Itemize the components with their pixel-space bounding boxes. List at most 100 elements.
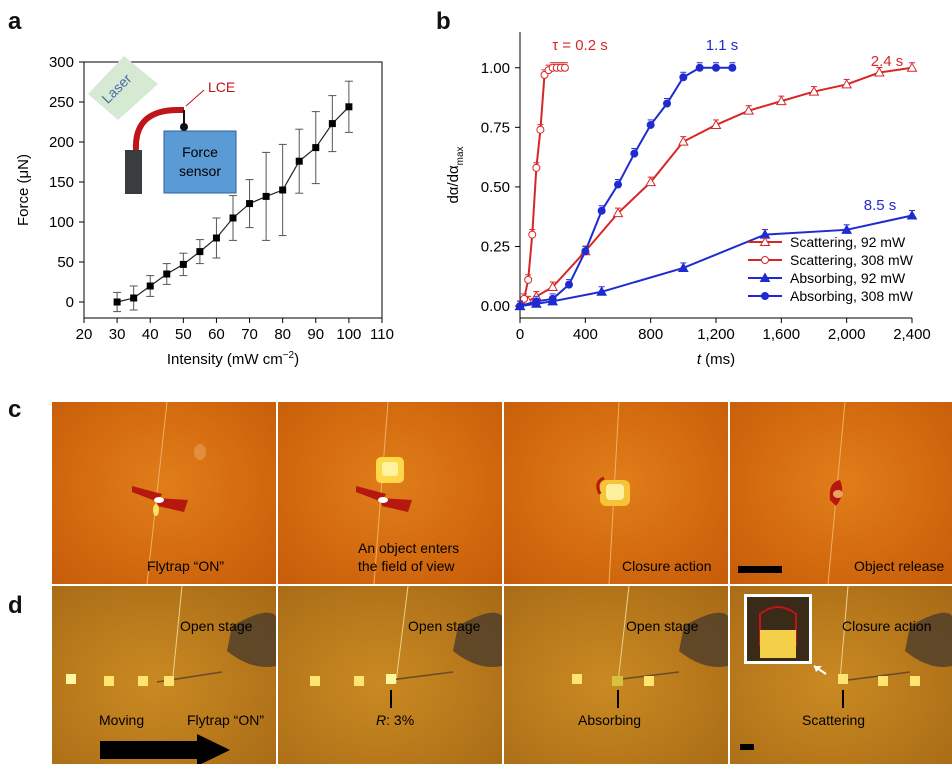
panel-letter-b: b (436, 8, 451, 35)
scattering-graphic (740, 586, 952, 750)
photo-c-closure-action: Closure action (504, 402, 728, 584)
point-scattering-92-mw (612, 207, 624, 218)
y-tick-label-a: 0 (66, 294, 74, 311)
photo-c-object-release: Object release (730, 402, 952, 584)
x-tick-label-a: 50 (175, 326, 192, 343)
plot-frame-a (83, 61, 383, 319)
inset-lce-label: LCE (208, 79, 235, 95)
object-entering-graphic (356, 402, 412, 584)
caption-reflectance: R: 3% (376, 712, 414, 729)
point-scattering-92-mw (547, 281, 559, 292)
force-point (312, 144, 320, 152)
inset-force-sensor (163, 130, 237, 194)
point-scattering-92-mw (808, 86, 820, 96)
point-absorbing-308-mw (565, 280, 573, 289)
series-line-absorbing-308-mw (519, 66, 733, 308)
x-tick-label-a: 110 (370, 326, 394, 343)
force-point (328, 120, 336, 128)
x-tick-label-a: 100 (336, 326, 361, 343)
legend-label: Absorbing, 92 mW (790, 270, 906, 286)
panel-letter-c: c (8, 396, 22, 423)
caption-flytrap-on-d: Flytrap “ON” (187, 712, 264, 728)
point-absorbing-308-mw (679, 73, 688, 82)
point-absorbing-308-mw (581, 247, 590, 256)
y-tick-label-a: 200 (49, 134, 74, 151)
point-scattering-92-mw (743, 105, 755, 115)
point-absorbing-308-mw (532, 297, 541, 306)
moving-graphic (66, 586, 276, 764)
series-annotation: 1.1 s (706, 37, 739, 54)
scale-bar-c (738, 566, 782, 573)
force-point (246, 200, 254, 208)
panel-letter-a: a (8, 8, 22, 35)
x-tick-label-b: 1,200 (697, 326, 735, 343)
photo-c-object-enters: An object enters the field of view (278, 402, 502, 584)
absorbing-graphic (572, 586, 728, 708)
point-scattering-308-mw (524, 275, 533, 284)
y-axis-label-b: dα/dαmax (445, 146, 466, 203)
y-tick-label-b: 0.25 (481, 239, 510, 256)
point-absorbing-308-mw (630, 149, 639, 158)
legend-marker (761, 256, 769, 264)
point-absorbing-308-mw (663, 99, 671, 108)
point-absorbing-308-mw (695, 63, 704, 72)
release-graphic (827, 402, 846, 584)
legend-marker (759, 236, 771, 246)
x-tick-label-b: 2,400 (893, 326, 931, 343)
inset-probe-tip (180, 123, 188, 131)
caption-open-stage-2: Open stage (408, 618, 481, 634)
laser-beam-graphic (88, 56, 158, 120)
x-axis-label-a: Intensity (mW cm−2) (167, 350, 299, 368)
point-scattering-92-mw (645, 176, 657, 187)
photo-d-reflectance: Open stage R: 3% (278, 586, 502, 764)
point-absorbing-308-mw (548, 294, 557, 303)
point-scattering-308-mw (532, 163, 541, 172)
y-tick-label-a: 100 (49, 214, 74, 231)
x-tick-label-b: 800 (638, 326, 663, 343)
point-scattering-308-mw (536, 125, 545, 134)
closure-graphic (596, 402, 630, 584)
caption-closure-action-d: Closure action (842, 618, 932, 634)
force-intensity-chart: 20 30 40 50 60 70 80 90 100 110 0 50 100 150 200 250 300… (15, 54, 394, 368)
force-point (262, 192, 270, 200)
caption-open-stage-3: Open stage (626, 618, 699, 634)
photo-d-scattering: Closure action Scattering (730, 586, 952, 764)
x-tick-label-a: 60 (208, 326, 225, 343)
caption-absorbing: Absorbing (578, 712, 642, 728)
flytrap-graphic (132, 402, 206, 584)
point-scattering-308-mw (528, 230, 537, 239)
caption-scattering: Scattering (802, 712, 866, 728)
point-scattering-92-mw (841, 78, 853, 89)
point-absorbing-92-mw (677, 262, 689, 272)
force-point (113, 298, 121, 306)
inset-sensor-label-2: sensor (179, 163, 221, 179)
x-tick-label-b: 0 (516, 326, 524, 343)
point-absorbing-308-mw (614, 180, 622, 189)
force-point (130, 294, 138, 302)
point-absorbing-308-mw (597, 206, 606, 215)
reflectance-graphic (310, 586, 502, 708)
force-point (196, 248, 204, 256)
x-tick-label-a: 20 (76, 326, 93, 343)
series-annotation: 8.5 s (864, 197, 897, 214)
force-point (345, 103, 353, 111)
caption-flytrap-on: Flytrap “ON” (147, 558, 224, 574)
legend-marker (759, 272, 771, 282)
force-point (212, 234, 220, 242)
photo-c-flytrap-on: Flytrap “ON” (52, 402, 276, 584)
x-axis-label-b: t (ms) (697, 351, 735, 368)
photo-d-absorbing: Open stage Absorbing (504, 586, 728, 764)
y-tick-label-b: 0.00 (481, 298, 510, 315)
caption-closure-action: Closure action (622, 558, 712, 574)
photo-d-moving: Open stage Moving Flytrap “ON” (52, 586, 276, 764)
inset-clamp (125, 150, 142, 194)
x-tick-label-b: 1,600 (763, 326, 801, 343)
legend-label: Absorbing, 308 mW (790, 288, 914, 304)
point-absorbing-308-mw (516, 302, 524, 311)
point-scattering-308-mw (560, 63, 569, 72)
series-annotation: τ = 0.2 s (552, 37, 608, 54)
panel-letter-d: d (8, 592, 23, 619)
y-tick-label-a: 300 (49, 54, 74, 71)
point-absorbing-308-mw (728, 63, 737, 72)
y-tick-label-b: 0.50 (481, 179, 510, 196)
